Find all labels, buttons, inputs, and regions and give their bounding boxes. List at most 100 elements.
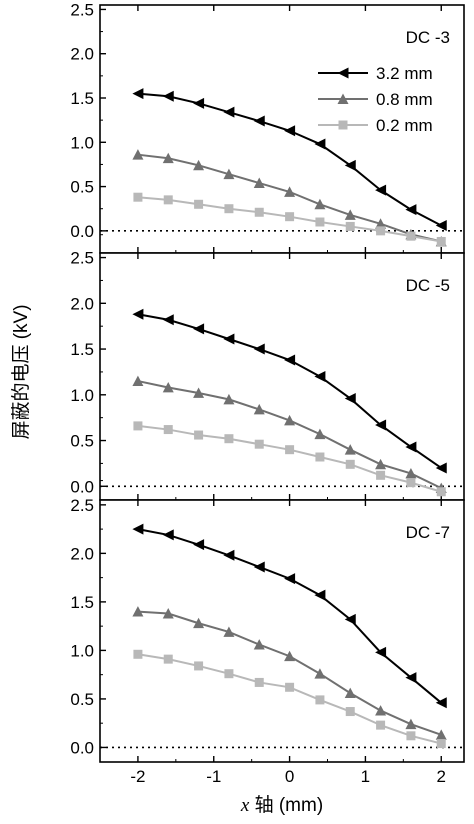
data-point (194, 430, 204, 440)
y-tick-label: 0.5 (70, 432, 94, 451)
data-point (132, 149, 144, 160)
data-point (162, 314, 174, 326)
data-point (254, 439, 264, 449)
y-tick-label: 2.0 (70, 45, 94, 64)
data-point (405, 467, 417, 479)
y-tick-label: 0.5 (70, 178, 94, 197)
data-point (315, 695, 325, 705)
data-point (194, 199, 204, 209)
data-point (435, 220, 447, 232)
data-point (406, 731, 416, 741)
data-point (223, 106, 235, 118)
y-tick-label: 0.0 (70, 738, 94, 757)
data-point (405, 718, 417, 730)
data-point (375, 705, 387, 716)
data-point (253, 115, 265, 127)
data-point (375, 218, 387, 229)
y-tick-label: 1.5 (70, 340, 94, 359)
x-axis-title-italic: x (240, 795, 250, 816)
data-point (193, 323, 205, 335)
data-point (193, 97, 205, 109)
data-point (133, 421, 143, 431)
y-tick-label: 0.0 (70, 477, 94, 496)
data-point (285, 212, 295, 222)
data-point (284, 186, 296, 197)
data-point (435, 697, 447, 709)
data-point (314, 371, 326, 382)
data-point (162, 90, 174, 102)
data-point (314, 428, 326, 440)
panels: 0.0 0.5 1.0 1.5 2.0 2.5 DC -3 3.2 mm 0.8 mm 0.2 m… (70, 0, 465, 786)
data-point (345, 221, 355, 231)
data-point (284, 650, 296, 662)
data-point (375, 646, 387, 658)
data-point (223, 333, 235, 345)
data-point (314, 138, 326, 150)
data-point (254, 207, 264, 217)
y-tick-label: 2.0 (70, 544, 94, 563)
data-point (435, 729, 447, 740)
x-tick-label: 2 (437, 767, 446, 786)
y-tick-label: 1.0 (70, 386, 94, 405)
series-0-2-mm (133, 649, 446, 749)
data-point (344, 613, 356, 625)
data-point (344, 159, 356, 171)
legend-marker (337, 93, 349, 104)
y-tick-label: 1.0 (70, 133, 94, 152)
series-3-2-mm (132, 523, 447, 709)
data-point (253, 639, 265, 650)
data-point (132, 308, 144, 320)
data-point (162, 152, 174, 164)
data-point (376, 470, 386, 480)
data-point (314, 589, 326, 601)
series-0-2-mm (133, 421, 446, 497)
x-tick-label: -2 (130, 767, 145, 786)
data-point (284, 354, 296, 366)
data-point (162, 381, 174, 393)
panel-3: 0.0 0.5 1.0 1.5 2.0 2.5 -2 -1 0 1 2 DC -7 (70, 480, 465, 786)
y-tick-label: 2.0 (70, 294, 94, 313)
data-point (162, 608, 174, 619)
data-point (223, 626, 235, 637)
data-point (284, 573, 296, 585)
series-3-2-mm (132, 308, 447, 474)
x-axis-title: x 轴 (mm) (240, 794, 323, 816)
data-point (224, 434, 234, 444)
panel-title: DC -7 (406, 523, 450, 542)
data-point (376, 226, 386, 236)
data-point (405, 204, 417, 216)
data-point (253, 561, 265, 573)
series-0-2-mm (133, 192, 446, 246)
data-point (436, 236, 446, 246)
data-point (132, 375, 144, 387)
data-point (132, 606, 144, 617)
data-point (405, 672, 417, 684)
data-point (344, 209, 356, 220)
data-point (163, 195, 173, 205)
x-tick-label: -1 (206, 767, 221, 786)
y-tick-label: 1.5 (70, 593, 94, 612)
data-point (376, 720, 386, 730)
legend-marker (337, 67, 349, 79)
data-point (344, 444, 356, 455)
data-point (193, 539, 205, 551)
data-point (435, 462, 447, 474)
data-point (344, 392, 356, 404)
legend-label: 0.2 mm (376, 116, 433, 135)
data-point (285, 445, 295, 455)
data-point (223, 393, 235, 405)
panel-2: 0.0 0.5 1.0 1.5 2.0 2.5 DC -5 (70, 234, 465, 501)
x-tick-label: 0 (285, 767, 294, 786)
legend-marker (338, 120, 348, 130)
series-3-2-mm (132, 88, 447, 232)
series-0-8-mm (132, 606, 447, 740)
y-tick-label: 1.0 (70, 641, 94, 660)
data-point (163, 654, 173, 664)
data-point (223, 549, 235, 561)
panel-title: DC -3 (406, 28, 450, 47)
y-tick-label: 2.5 (70, 0, 94, 19)
data-point (223, 168, 235, 180)
y-tick-label: 1.5 (70, 89, 94, 108)
data-point (315, 452, 325, 462)
data-point (253, 343, 265, 355)
